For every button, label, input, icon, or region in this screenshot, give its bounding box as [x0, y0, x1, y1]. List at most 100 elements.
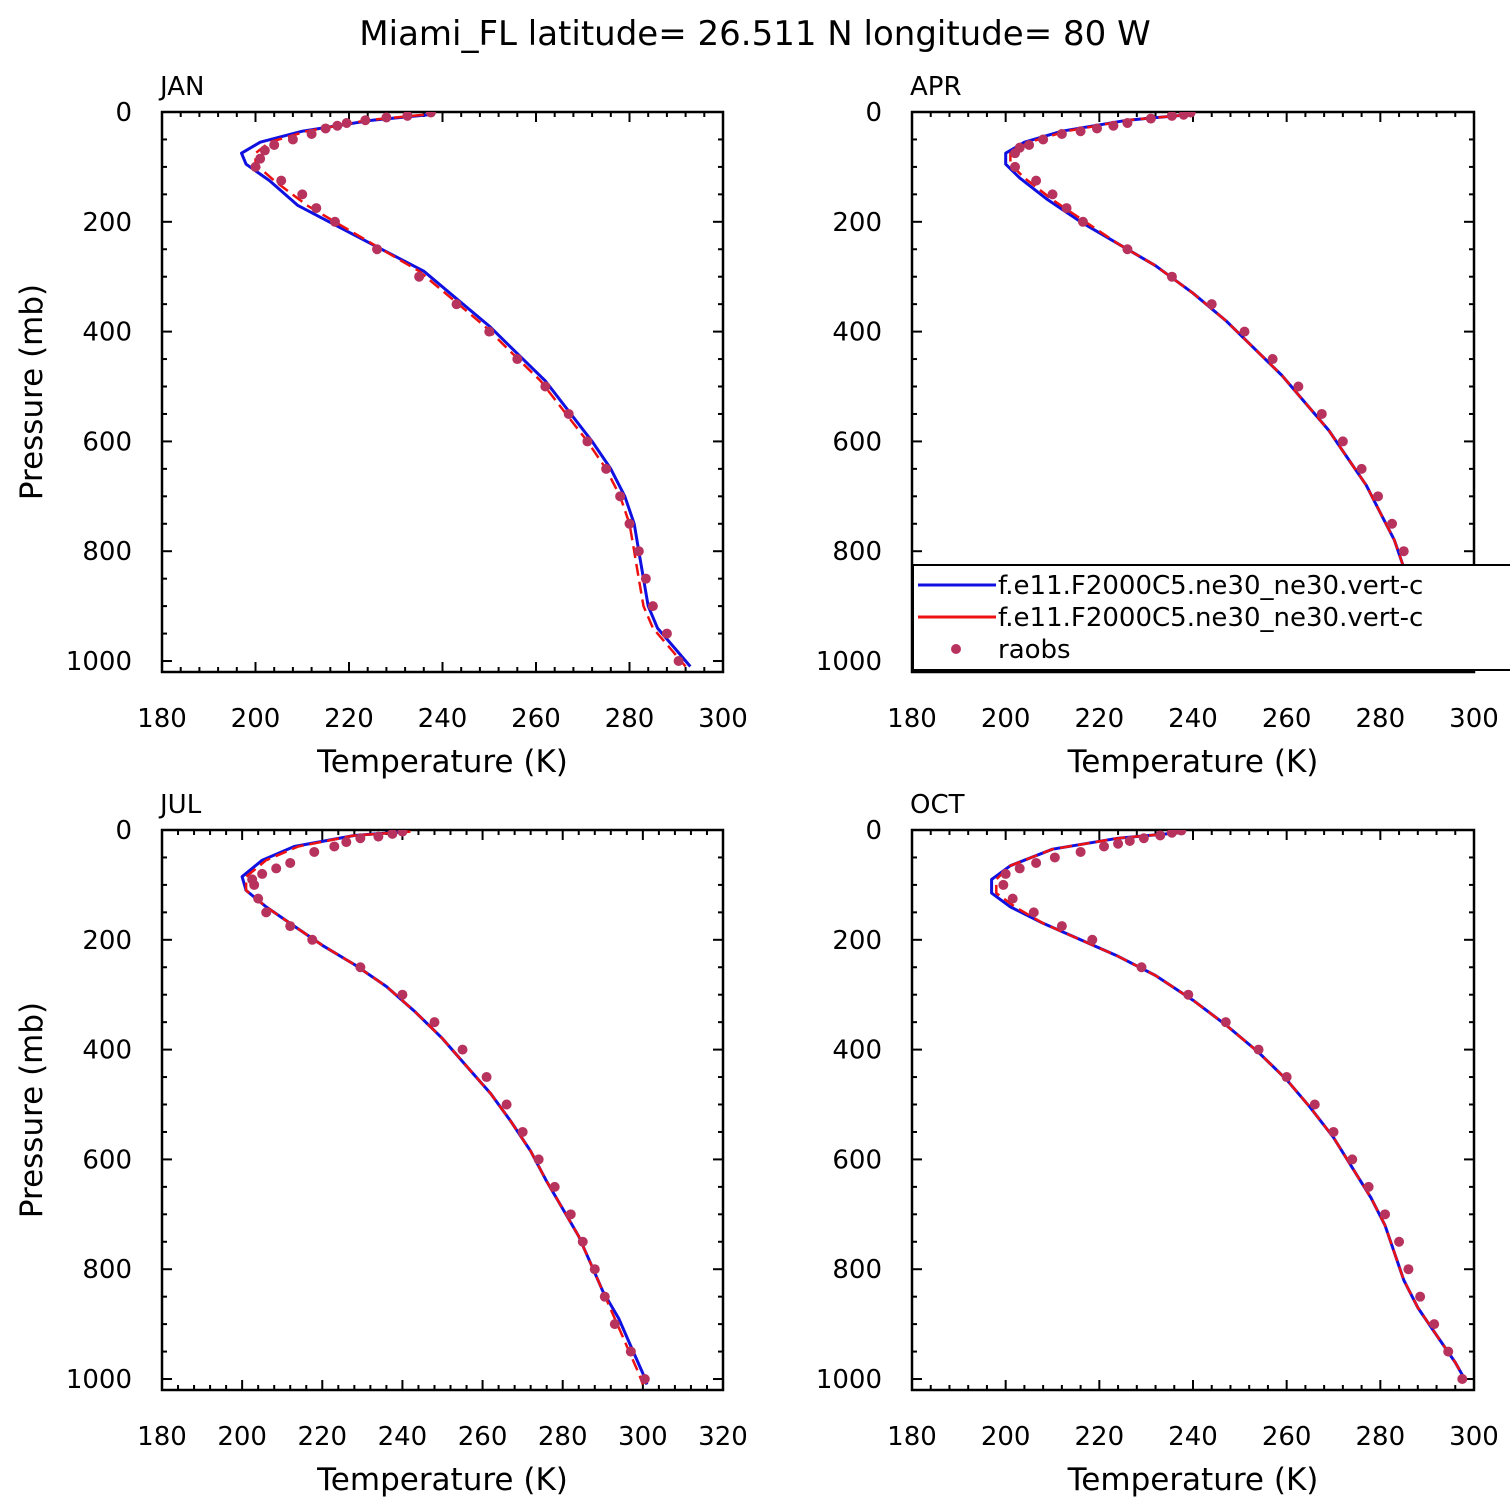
raobs-point: [1356, 463, 1367, 474]
raobs-point: [1309, 1099, 1320, 1110]
legend-background: [912, 565, 1510, 670]
y-tick-label: 0: [115, 98, 132, 128]
y-tick-label: 400: [82, 318, 132, 348]
raobs-point: [998, 879, 1009, 890]
x-tick-label: 180: [137, 1422, 187, 1452]
x-tick-label: 180: [137, 704, 187, 734]
plot-frame: [910, 828, 1476, 1392]
series-group: [240, 830, 650, 1386]
x-tick-label: 260: [1262, 1422, 1312, 1452]
raobs-point: [402, 112, 413, 121]
panel-jan: 180 200 220 240 260 280 300 0 200 400 600 800 1000 JA…: [14, 72, 748, 780]
raobs-point: [1328, 1126, 1339, 1137]
x-tick-label: 220: [324, 704, 374, 734]
x-tick-label: 200: [981, 704, 1031, 734]
raobs-point: [285, 921, 296, 932]
raobs-point: [1457, 1374, 1468, 1385]
raobs-point: [355, 962, 366, 973]
model-line-dashed: [244, 830, 645, 1385]
raobs-point: [249, 879, 260, 890]
y-tick-label: 800: [82, 1255, 132, 1285]
raobs-point: [512, 354, 523, 365]
x-tick-label: 220: [297, 1422, 347, 1452]
x-tick-label: 280: [605, 704, 655, 734]
raobs-point: [297, 189, 308, 200]
raobs-point: [306, 128, 317, 139]
y-tick-label: 400: [82, 1036, 132, 1066]
raobs-point: [1056, 921, 1067, 932]
raobs-point: [255, 153, 266, 164]
raobs-point: [1124, 835, 1135, 846]
x-tick-label: 200: [981, 1422, 1031, 1452]
raobs-point: [1010, 148, 1021, 159]
raobs-point: [381, 112, 392, 123]
plot-frame: [160, 828, 725, 1392]
panel-title: OCT: [910, 790, 965, 820]
raobs-point: [253, 893, 264, 904]
raobs-point: [1387, 518, 1398, 529]
raobs-point: [1403, 1264, 1414, 1275]
x-tick-label: 240: [1168, 1422, 1218, 1452]
figure-title: Miami_FL latitude= 26.511 N longitude= 8…: [359, 14, 1150, 54]
raobs-point: [625, 1346, 636, 1357]
panel-title: JAN: [158, 72, 204, 102]
raobs-point: [673, 656, 684, 667]
x-axis-label: Temperature (K): [316, 744, 568, 780]
raobs-point: [1091, 123, 1102, 134]
raobs-point: [589, 1264, 600, 1275]
y-tick-label: 1000: [816, 647, 882, 677]
raobs-point: [661, 628, 672, 639]
series-group: [990, 830, 1468, 1385]
raobs-point: [1099, 841, 1110, 852]
raobs-point: [397, 989, 408, 1000]
y-tick-label: 600: [82, 427, 132, 457]
raobs-point: [269, 139, 280, 150]
model-line-dashed: [995, 831, 1466, 1380]
raobs-point: [1253, 1044, 1264, 1055]
raobs-point: [1077, 216, 1088, 227]
x-tick-label: 180: [887, 1422, 937, 1452]
raobs-point: [329, 841, 340, 852]
raobs-point: [1293, 381, 1304, 392]
legend-label: raobs: [998, 635, 1071, 665]
y-tick-label: 400: [832, 318, 882, 348]
raobs-point: [1380, 1209, 1391, 1220]
raobs-point: [563, 408, 574, 419]
raobs-point: [1183, 989, 1194, 1000]
legend-marker-dots: [951, 644, 961, 654]
raobs-point: [261, 907, 272, 918]
panel-jul: 180 200 220 240 260 280 300 320 0 200 400 600 800 100…: [14, 790, 748, 1498]
raobs-point: [639, 1374, 650, 1385]
raobs-point: [624, 518, 635, 529]
raobs-point: [457, 1044, 468, 1055]
raobs-point: [332, 120, 343, 131]
y-tick-label: 1000: [816, 1365, 882, 1395]
raobs-point: [1166, 830, 1177, 838]
x-tick-label: 200: [231, 704, 281, 734]
raobs-point: [1122, 117, 1133, 128]
raobs-point: [320, 123, 331, 134]
legend-label: f.e11.F2000C5.ne30_ne30.vert-c: [998, 571, 1423, 601]
raobs-point: [355, 833, 366, 844]
x-axis-label: Temperature (K): [1067, 1462, 1319, 1498]
raobs-point: [1239, 326, 1250, 337]
raobs-point: [285, 857, 296, 868]
raobs-point: [1281, 1072, 1292, 1083]
legend: f.e11.F2000C5.ne30_ne30.vert-cf.e11.F200…: [912, 564, 1510, 671]
raobs-point: [615, 491, 626, 502]
y-tick-label: 400: [832, 1036, 882, 1066]
x-tick-label: 300: [1449, 1422, 1499, 1452]
x-tick-label: 220: [1075, 1422, 1125, 1452]
x-tick-label: 300: [698, 704, 748, 734]
raobs-point: [276, 175, 287, 186]
y-tick-label: 200: [82, 926, 132, 956]
x-tick-label: 280: [1356, 704, 1406, 734]
raobs-point: [647, 601, 658, 612]
y-tick-label: 0: [865, 816, 882, 846]
panel-apr: 180 200 220 240 260 280 300 0 200 400 600 800 1000 AP…: [816, 72, 1499, 780]
model-line-solid: [990, 831, 1466, 1380]
raobs-point: [1031, 175, 1042, 186]
raobs-point: [1363, 1181, 1374, 1192]
panel-title: JUL: [158, 790, 202, 820]
